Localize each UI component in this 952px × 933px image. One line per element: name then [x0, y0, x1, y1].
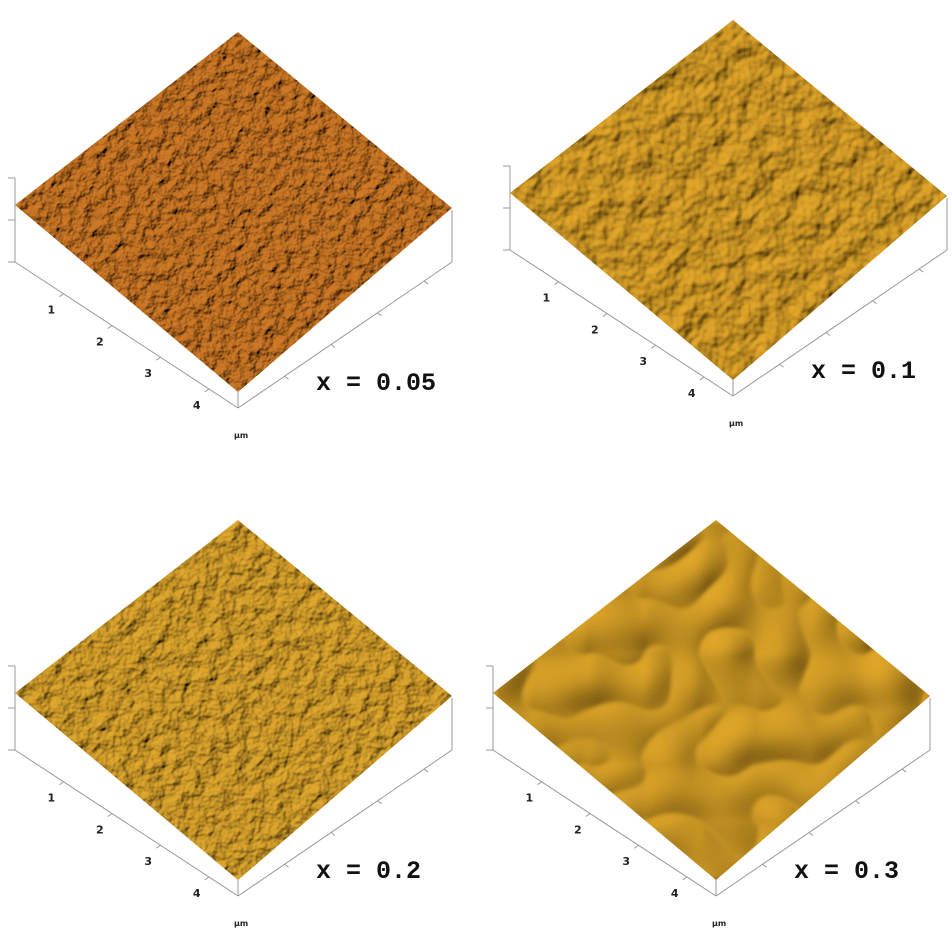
tick-label: 4 — [671, 887, 679, 900]
tick-label: 1 — [542, 292, 550, 305]
tick-mark — [378, 801, 382, 804]
unit-label: µm — [234, 431, 248, 440]
tick-label: 4 — [193, 399, 201, 412]
tick-label: 3 — [622, 855, 630, 868]
tick-label: 4 — [193, 887, 201, 900]
tick-label: 2 — [96, 823, 104, 836]
tick-label: 1 — [47, 304, 55, 317]
tick-mark — [424, 769, 428, 772]
tick-mark — [780, 364, 784, 367]
tick-mark — [285, 864, 289, 867]
tick-label: 3 — [639, 355, 647, 368]
unit-label: µm — [712, 919, 726, 928]
unit-label: µm — [729, 419, 743, 428]
tick-mark — [809, 833, 813, 836]
tick-mark — [856, 801, 860, 804]
tick-mark — [873, 301, 877, 304]
tick-mark — [537, 782, 541, 785]
tick-mark — [919, 269, 923, 272]
afm-panel: 1 2 3 4 µm x = 0.3 — [486, 520, 930, 928]
tick-mark — [603, 313, 607, 316]
afm-panel: 1 2 3 4 µm x = 0.05 — [8, 32, 452, 440]
sample-label: x = 0.1 — [811, 357, 916, 386]
tick-mark — [285, 376, 289, 379]
surface — [15, 520, 452, 880]
tick-mark — [205, 389, 209, 392]
tick-label: 2 — [96, 335, 104, 348]
tick-label: 3 — [144, 855, 152, 868]
surface — [493, 520, 930, 880]
tick-mark — [378, 313, 382, 316]
tick-label: 1 — [47, 792, 55, 805]
tick-mark — [59, 782, 63, 785]
tick-label: 1 — [525, 792, 533, 805]
tick-mark — [331, 345, 335, 348]
tick-mark — [156, 357, 160, 360]
tick-mark — [651, 345, 655, 348]
tick-label: 4 — [688, 387, 696, 400]
tick-mark — [700, 377, 704, 380]
tick-mark — [826, 333, 830, 336]
tick-label: 3 — [144, 367, 152, 380]
tick-mark — [108, 325, 112, 328]
tick-mark — [586, 813, 590, 816]
tick-mark — [331, 833, 335, 836]
afm-panel: 1 2 3 4 µm x = 0.2 — [8, 520, 452, 928]
tick-mark — [108, 813, 112, 816]
unit-label: µm — [234, 919, 248, 928]
tick-label: 2 — [591, 323, 599, 336]
tick-mark — [156, 845, 160, 848]
tick-mark — [763, 864, 767, 867]
tick-label: 2 — [574, 823, 582, 836]
afm-panel: 1 2 3 4 µm x = 0.1 — [503, 20, 947, 428]
tick-mark — [634, 845, 638, 848]
surface — [510, 20, 947, 380]
tick-mark — [554, 282, 558, 285]
tick-mark — [205, 877, 209, 880]
surface — [15, 32, 452, 392]
figure: 1 2 3 4 µm x = 0.05 1 2 3 4 µm x = 0.1 1 2 3 4 µm x = 0.2… — [0, 0, 952, 933]
sample-label: x = 0.05 — [316, 369, 436, 398]
tick-mark — [683, 877, 687, 880]
sample-label: x = 0.2 — [316, 857, 421, 886]
sample-label: x = 0.3 — [794, 857, 899, 886]
tick-mark — [902, 769, 906, 772]
tick-mark — [59, 294, 63, 297]
tick-mark — [424, 281, 428, 284]
